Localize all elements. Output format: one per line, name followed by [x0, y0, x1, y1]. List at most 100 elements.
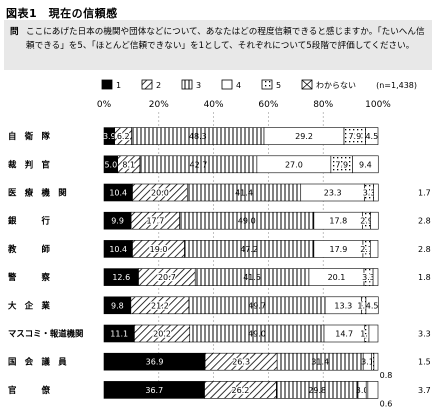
data-label: 49.0	[238, 217, 256, 226]
data-label: 3.3	[362, 273, 375, 282]
data-label: 7.9	[348, 132, 361, 141]
data-label: 36.7	[145, 386, 163, 395]
data-label: 29.8	[308, 386, 326, 395]
legend-swatch-3	[181, 79, 193, 90]
data-label: 1.8	[418, 273, 431, 282]
data-label: 48.3	[189, 132, 207, 141]
data-label: 31.4	[311, 358, 329, 367]
legend-label-3: 3	[196, 81, 201, 90]
data-label: 49.0	[248, 330, 266, 339]
data-label: 5.0	[104, 160, 117, 169]
data-label: 1.6	[357, 301, 370, 310]
bar-segment	[373, 352, 379, 371]
figure-title: 図表1 現在の信頼感	[6, 7, 118, 20]
data-label: 27.0	[285, 160, 303, 169]
category-label: マスコミ・報道機関	[8, 329, 83, 339]
data-label: 3.7	[418, 386, 431, 395]
data-label: 49.7	[248, 301, 266, 310]
data-label: 36.9	[146, 358, 164, 367]
question-box: 問 ここにあげた日本の機関や団体などについて、あなたはどの程度信頼できると感じま…	[4, 20, 432, 70]
data-label: 13.3	[334, 301, 352, 310]
data-label: 14.7	[335, 330, 353, 339]
data-label: 10.4	[109, 189, 127, 198]
data-label: 2.8	[418, 217, 431, 226]
data-label: 20.2	[153, 330, 171, 339]
data-label: 29.2	[295, 132, 313, 141]
data-label: 9.4	[359, 160, 372, 169]
data-label: 17.8	[329, 217, 347, 226]
data-label: 11.1	[110, 330, 128, 339]
data-label: 1.7	[418, 189, 431, 198]
category-label: 教 師	[7, 244, 50, 254]
bar-segment	[368, 324, 379, 343]
x-tick-label: 20%	[149, 100, 169, 110]
category-label: 銀 行	[7, 216, 50, 226]
data-label: 3.0	[356, 386, 369, 395]
data-label: 0.8	[380, 371, 393, 380]
question-text: ここにあげた日本の機関や団体などについて、あなたはどの程度信頼できると感じますか…	[26, 27, 425, 51]
data-label: 41.5	[243, 273, 261, 282]
data-label: 26.3	[232, 358, 250, 367]
legend-swatch-4	[221, 79, 233, 90]
legend: 1 2 3 4 5 わからない	[101, 79, 356, 90]
bar-segment	[365, 296, 379, 315]
data-label: 17.7	[146, 217, 164, 226]
category-label: 国 会 議 員	[8, 357, 67, 367]
x-tick-label: 40%	[204, 100, 224, 110]
legend-label-2: 2	[156, 81, 161, 90]
data-label: 3.9	[103, 132, 116, 141]
category-label: 裁 判 官	[8, 159, 50, 169]
bar-segment	[372, 268, 379, 286]
category-label: 大 企 業	[8, 300, 50, 310]
data-label: 3.1	[361, 358, 374, 367]
data-label: 2.7	[360, 245, 373, 254]
x-tick-label: 80%	[313, 100, 333, 110]
bar-segment	[370, 211, 379, 230]
legend-swatch-5	[261, 79, 273, 90]
question-label: 問	[10, 27, 19, 37]
legend-label-6: わからない	[316, 81, 356, 90]
data-label: 3.3	[363, 189, 376, 198]
data-label: 19.0	[150, 245, 168, 254]
bar-segment	[352, 155, 379, 174]
data-label: 4.5	[366, 301, 379, 310]
x-tick-label: 0%	[97, 100, 112, 110]
category-label: 官 僚	[8, 385, 50, 395]
bar-segment	[373, 183, 379, 202]
data-label: 4.5	[365, 132, 378, 141]
data-label: 0.6	[380, 399, 393, 408]
legend-label-5: 5	[276, 81, 281, 90]
data-label: 10.4	[109, 245, 127, 254]
data-label: 47.2	[240, 245, 258, 254]
data-label: 3.3	[418, 330, 431, 339]
data-label: 1.5	[418, 358, 431, 367]
data-label: 12.6	[112, 273, 130, 282]
legend-swatch-2	[141, 79, 153, 90]
bar-segment	[370, 240, 379, 258]
data-label: 7.9	[335, 160, 348, 169]
bar-segment	[371, 352, 375, 371]
data-label: 26.2	[232, 386, 250, 395]
data-label: 20.1	[328, 273, 346, 282]
data-label: 2.9	[360, 217, 373, 226]
bars: 自 衛 隊 3.9 6.2 48.3 29.2 7.9 4.5 裁 判 官 5.0 8.1 42.7…	[7, 127, 431, 409]
category-label: 自 衛 隊	[8, 131, 50, 141]
category-label: 医 療 機 関	[8, 188, 67, 198]
sample-size-label: (n=1,438)	[376, 81, 417, 90]
legend-label-1: 1	[116, 81, 121, 90]
data-label: 20.7	[158, 273, 176, 282]
category-label: 警 察	[7, 272, 50, 282]
x-tick-label: 60%	[258, 100, 278, 110]
data-label: 9.9	[111, 217, 124, 226]
data-label: 2.8	[418, 245, 431, 254]
legend-label-4: 4	[236, 81, 241, 90]
x-tick-label: 100%	[365, 100, 391, 110]
data-label: 23.3	[324, 189, 342, 198]
data-label: 42.7	[189, 160, 207, 169]
legend-swatch-1	[101, 79, 113, 90]
data-label: 20.0	[151, 189, 169, 198]
data-label: 8.1	[122, 160, 135, 169]
data-label: 21.2	[151, 301, 169, 310]
bar-segment	[367, 381, 379, 399]
